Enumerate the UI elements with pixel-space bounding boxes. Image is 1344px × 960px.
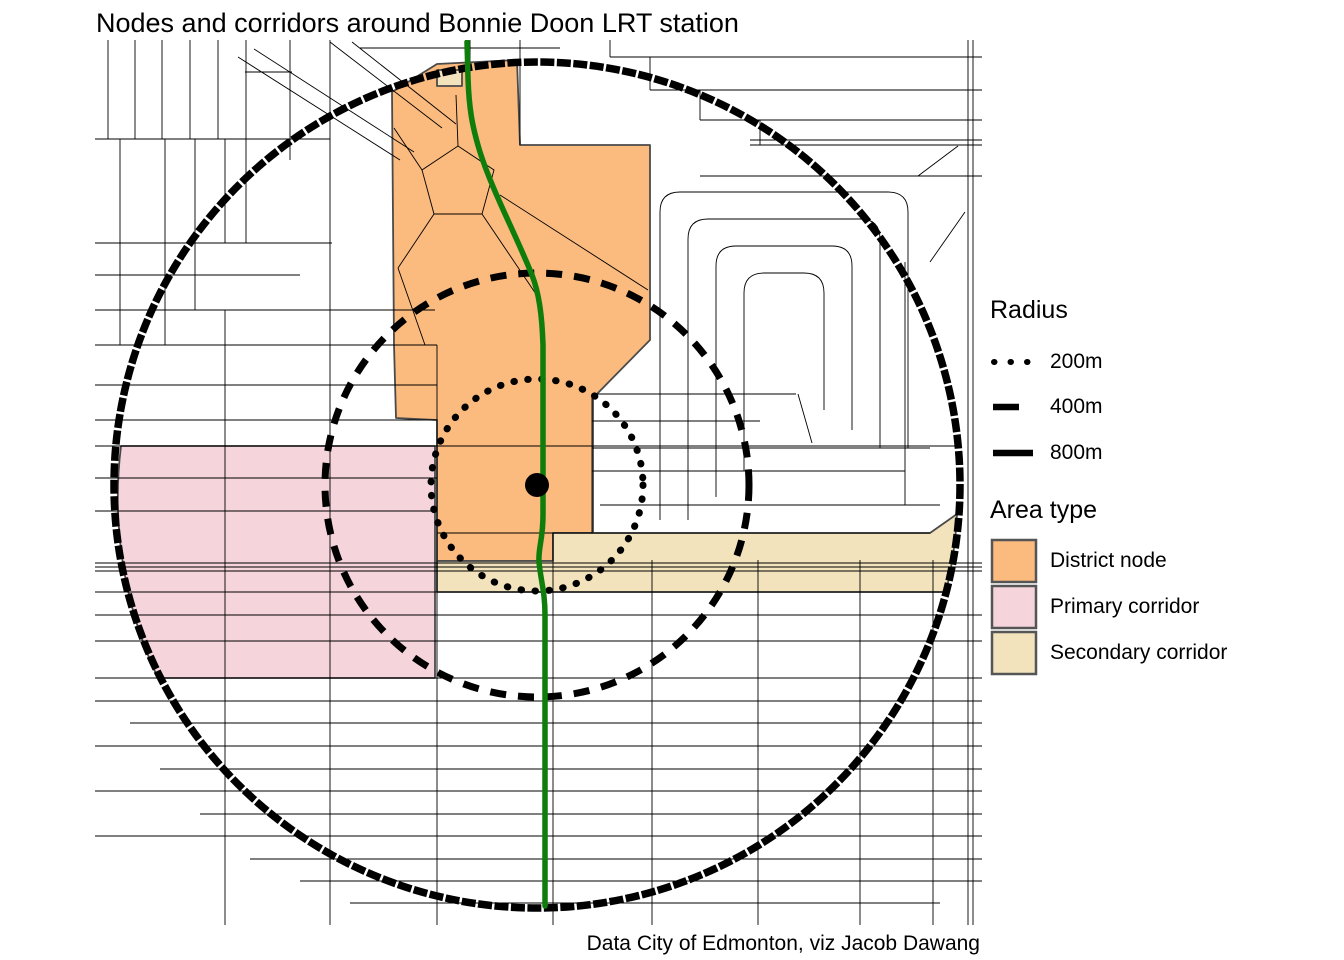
map-layers	[95, 40, 985, 925]
legend-item-200m: 200m	[990, 349, 1103, 375]
primary-corridor-swatch-icon	[990, 584, 1038, 630]
district-node-swatch-icon	[990, 538, 1038, 584]
street-line	[481, 213, 541, 301]
legend-item-label: 400m	[1050, 395, 1103, 418]
street-path	[421, 145, 495, 215]
radius-circle-200m	[427, 375, 647, 595]
page-title: Nodes and corridors around Bonnie Doon L…	[96, 8, 739, 38]
dotted-line-icon	[991, 359, 1034, 365]
dashed-line-icon	[993, 403, 1019, 411]
street-line	[393, 127, 423, 171]
data-credit-caption: Data City of Edmonton, viz Jacob Dawang	[586, 932, 980, 955]
street-line	[917, 145, 959, 177]
street-line	[397, 267, 426, 346]
radius-circle-layer	[110, 58, 964, 912]
legend-item-400m: 400m	[990, 394, 1103, 420]
radius-circle-800m	[110, 58, 964, 912]
legend-item-label: District node	[1050, 549, 1167, 572]
street-line	[929, 211, 966, 263]
legend-item-label: Secondary corridor	[1050, 641, 1228, 664]
legend-radius-title: Radius	[990, 296, 1068, 324]
legend-item-secondary-corridor: Secondary corridor	[990, 630, 1228, 676]
street-path	[715, 245, 853, 497]
lrt-line	[464, 40, 548, 909]
street-line	[499, 194, 649, 291]
street-line	[797, 393, 813, 444]
legend-item-label: 200m	[1050, 350, 1103, 373]
area-primary-corridor	[116, 445, 436, 679]
street-line	[455, 94, 459, 147]
street-path	[743, 272, 825, 471]
legend-item-primary-corridor: Primary corridor	[990, 584, 1200, 630]
solid-line-icon	[993, 449, 1033, 457]
legend-item-label: 800m	[1050, 441, 1103, 464]
secondary-corridor-swatch-icon	[990, 630, 1038, 676]
street-layer	[95, 40, 982, 925]
legend-item-800m: 800m	[990, 440, 1103, 466]
radius-circle-400m	[321, 269, 753, 701]
street-line	[329, 41, 443, 129]
station-dot	[525, 473, 549, 497]
street-line	[237, 56, 401, 161]
street-line	[397, 213, 435, 269]
legend-item-label: Primary corridor	[1050, 595, 1200, 618]
street-path	[659, 191, 909, 520]
street-line	[253, 48, 415, 153]
legend-item-district-node: District node	[990, 538, 1167, 584]
legend-area-type-title: Area type	[990, 496, 1098, 524]
